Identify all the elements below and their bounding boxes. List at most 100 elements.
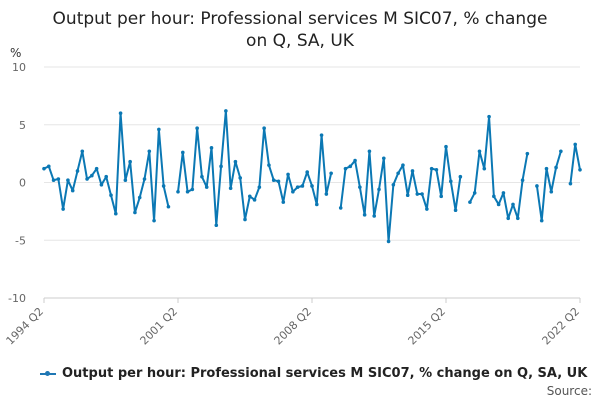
data-point — [434, 168, 439, 172]
data-point — [468, 200, 472, 204]
data-point — [295, 185, 300, 189]
data-point — [94, 166, 99, 171]
data-point — [511, 202, 515, 207]
data-point — [391, 183, 396, 187]
data-point — [51, 178, 56, 182]
data-point — [410, 169, 415, 173]
data-point — [573, 142, 578, 147]
x-tick-label: 2022 Q2 — [540, 305, 583, 348]
data-point — [104, 174, 109, 179]
x-tick-label: 2008 Q2 — [272, 305, 315, 348]
data-point — [247, 194, 252, 199]
data-point — [401, 163, 405, 167]
data-point — [396, 171, 400, 176]
data-point — [90, 173, 94, 178]
data-point — [238, 176, 243, 180]
data-point — [286, 172, 290, 177]
data-point — [448, 179, 453, 184]
data-point — [214, 223, 219, 228]
data-point — [482, 166, 487, 171]
data-point — [310, 184, 314, 188]
data-point — [99, 183, 104, 187]
data-point — [549, 189, 554, 194]
data-point — [362, 213, 367, 217]
legend-label: Output per hour: Professional services M… — [62, 366, 588, 381]
data-point — [133, 210, 137, 215]
data-point — [305, 170, 310, 174]
data-point — [506, 216, 511, 221]
data-point — [415, 192, 420, 196]
data-point — [123, 178, 128, 182]
data-point — [204, 185, 209, 189]
data-point — [113, 211, 118, 216]
data-point — [209, 146, 214, 150]
data-point — [75, 169, 80, 173]
data-point — [190, 187, 195, 192]
data-point — [224, 109, 228, 113]
data-point — [176, 189, 180, 194]
data-point — [377, 187, 381, 192]
data-point — [118, 111, 123, 115]
data-point — [439, 194, 444, 199]
data-point — [367, 149, 372, 154]
data-point — [281, 200, 286, 204]
data-point — [453, 208, 458, 213]
data-point — [425, 207, 429, 211]
data-point — [233, 159, 238, 164]
data-point — [496, 202, 501, 207]
data-point — [152, 218, 156, 223]
series-layer — [42, 109, 582, 244]
data-point — [200, 174, 204, 179]
data-point — [381, 156, 386, 161]
data-point — [85, 177, 89, 181]
data-point — [444, 144, 448, 149]
data-point — [338, 206, 343, 210]
legend-swatch-icon — [40, 370, 56, 376]
data-point — [559, 149, 563, 154]
data-point — [568, 181, 573, 186]
data-point — [185, 189, 190, 194]
data-point — [554, 165, 558, 170]
data-point — [56, 177, 61, 181]
data-point — [180, 150, 185, 155]
source-label: Source: — [546, 384, 592, 398]
data-point — [501, 191, 506, 195]
data-point — [348, 164, 353, 169]
data-point — [515, 216, 520, 221]
x-tick-label: 1994 Q2 — [4, 305, 47, 348]
data-point — [372, 214, 377, 218]
data-point — [61, 207, 65, 211]
data-point — [257, 185, 262, 189]
data-point — [142, 177, 147, 181]
data-point — [405, 193, 410, 197]
data-point — [314, 202, 319, 207]
data-point — [161, 184, 166, 188]
data-point — [343, 166, 348, 171]
y-tick-label: 0 — [19, 177, 26, 190]
data-point — [319, 133, 324, 137]
data-point — [578, 168, 582, 172]
data-point — [262, 126, 266, 131]
data-point — [539, 218, 544, 223]
data-point — [46, 164, 51, 169]
data-point — [492, 194, 496, 199]
y-tick-label: -5 — [15, 234, 26, 247]
y-tick-label: 10 — [12, 61, 26, 74]
data-point — [544, 166, 549, 171]
x-tick-label: 2001 Q2 — [138, 305, 181, 348]
y-tick-label: -10 — [8, 292, 26, 305]
data-point — [386, 239, 391, 244]
data-point — [147, 149, 152, 154]
data-point — [219, 164, 223, 169]
data-point — [358, 185, 362, 189]
data-point — [109, 193, 113, 197]
data-point — [429, 166, 434, 171]
y-axis-label: % — [10, 46, 21, 60]
series-line — [43, 109, 581, 243]
data-point — [195, 126, 199, 131]
data-point — [66, 178, 70, 182]
data-point — [252, 198, 257, 202]
data-point — [487, 114, 491, 119]
data-point — [137, 195, 142, 200]
